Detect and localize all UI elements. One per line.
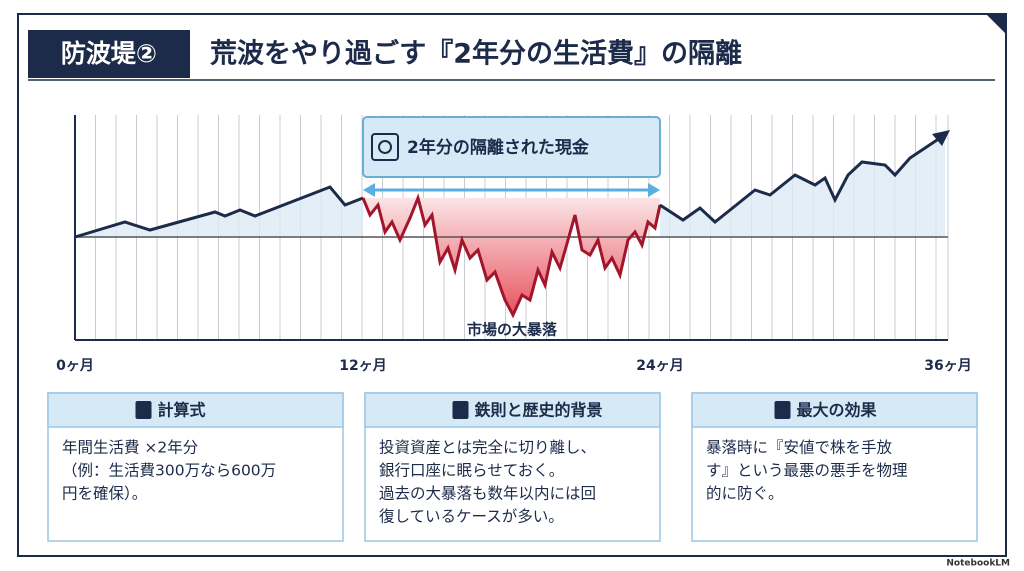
card-line: 年間生活費 ×2年分 xyxy=(62,439,198,457)
card-title: 最大の効果 xyxy=(797,401,877,420)
title: 荒波をやり過ごす『2年分の生活費』の隔離 xyxy=(210,38,742,70)
badge-text: 防波堤② xyxy=(61,39,157,68)
arrowhead xyxy=(648,183,660,197)
card-icon xyxy=(135,401,152,419)
card-line: す』という最悪の悪手を物理 xyxy=(706,462,908,480)
card-line: 過去の大暴落も数年以内には回 xyxy=(379,485,596,503)
card-line: 復しているケースが多い。 xyxy=(379,508,564,526)
card-header xyxy=(364,392,661,428)
card-icon xyxy=(452,401,469,419)
crash-line xyxy=(361,193,662,319)
line xyxy=(74,185,364,239)
card-line: 的に防ぐ。 xyxy=(706,485,784,503)
card-line: 暴落時に『安値で株を手放 xyxy=(706,439,893,457)
arrowhead xyxy=(363,183,375,197)
callout xyxy=(362,116,661,178)
x-label: 24ヶ月 xyxy=(636,358,683,374)
card-line: 円を確保）。 xyxy=(62,485,147,503)
card-line: 銀行口座に眠らせておく。 xyxy=(379,462,564,480)
line xyxy=(659,136,941,224)
crash-label: 市場の大暴落 xyxy=(467,321,558,339)
card-title: 鉄則と歴史的背景 xyxy=(475,401,603,420)
x-label: 0ヶ月 xyxy=(56,358,94,374)
x-label: 12ヶ月 xyxy=(339,358,386,374)
safe-icon xyxy=(371,133,399,161)
card-header xyxy=(47,392,344,428)
card-header xyxy=(691,392,978,428)
brand: NotebookLM xyxy=(946,559,1010,569)
area xyxy=(75,187,363,237)
callout-text: 2年分の隔離された現金 xyxy=(407,137,590,158)
area xyxy=(660,135,945,237)
badge xyxy=(28,30,190,78)
card-line: （例：生活費300万なら600万 xyxy=(62,462,276,480)
card-line: 投資資産とは完全に切り離し、 xyxy=(379,439,596,457)
x-label: 36ヶ月 xyxy=(924,358,971,374)
card-title: 計算式 xyxy=(158,401,206,420)
arrowhead xyxy=(932,130,950,146)
safe-dial xyxy=(378,140,392,154)
crash-area xyxy=(363,198,660,315)
corner xyxy=(986,14,1006,34)
card-icon xyxy=(774,401,791,419)
